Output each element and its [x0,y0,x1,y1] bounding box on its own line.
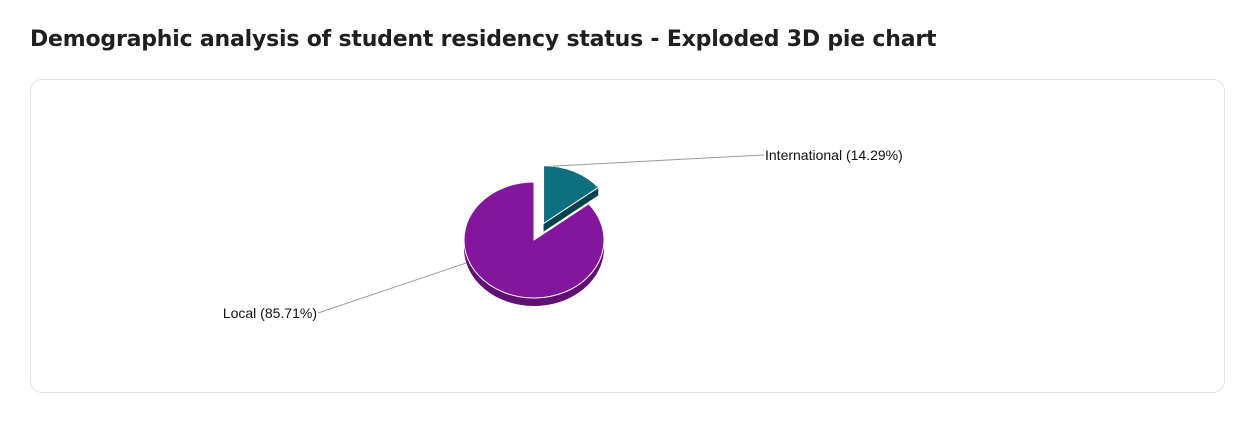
chart-card: International (14.29%) Local (85.71%) [30,79,1225,393]
pie-slice-side-international [543,187,599,232]
pie-chart: International (14.29%) Local (85.71%) [223,147,903,321]
page-title: Demographic analysis of student residenc… [30,27,937,52]
leader-line-international [552,154,765,167]
pie-slice-international[interactable] [543,165,599,225]
data-label-international: International (14.29%) [765,147,903,163]
data-label-local: Local (85.71%) [223,305,317,321]
leader-line-local [317,262,467,314]
pie-slice-local[interactable] [463,181,605,299]
